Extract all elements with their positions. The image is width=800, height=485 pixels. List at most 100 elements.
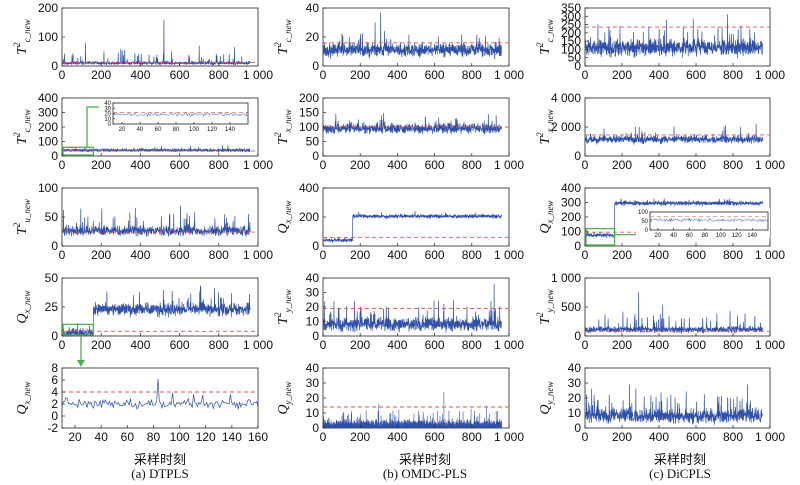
bar-mark <box>451 422 452 428</box>
bar-mark <box>377 410 379 428</box>
bar-mark <box>464 420 465 428</box>
y-tick-label: 0 <box>312 239 319 253</box>
x-tick-label: 400 <box>130 248 150 262</box>
y-tick-label: 100 <box>38 135 58 149</box>
x-tick-label: 400 <box>387 68 407 82</box>
y-label-subscript: c_new <box>545 19 555 42</box>
y-tick-label: 50 <box>568 51 582 65</box>
bar-mark <box>384 420 386 428</box>
y-label-subscript: u_new <box>22 199 32 223</box>
data-group <box>323 283 502 333</box>
bar-mark <box>447 420 449 428</box>
y-tick-label: 20 <box>306 391 320 405</box>
bar-mark <box>333 422 334 428</box>
x-tick-label: 120 <box>196 430 216 444</box>
bar-mark <box>402 425 403 428</box>
bar-mark <box>476 421 477 428</box>
bar-mark <box>486 421 488 428</box>
y-tick-label: 0 <box>574 329 581 343</box>
bar-mark <box>377 423 378 428</box>
bar-mark <box>421 420 423 428</box>
y-tick-label: 8 <box>51 361 58 375</box>
bar-mark <box>422 412 424 428</box>
bar-mark <box>394 415 395 428</box>
bar-mark <box>326 423 328 428</box>
y-axis-label: T2c_new <box>12 109 32 144</box>
y-tick-label: 10 <box>104 117 111 123</box>
bar-mark <box>353 423 354 428</box>
y-tick-label: 200 <box>38 1 58 15</box>
bar-mark <box>382 423 384 428</box>
y-tick-label: 10 <box>306 315 320 329</box>
bar-mark <box>446 424 448 428</box>
bar-mark <box>487 418 489 428</box>
bar-mark <box>332 424 333 428</box>
x-tick-label: 200 <box>91 338 111 352</box>
x-tick-label: 800 <box>723 248 743 262</box>
bar-mark <box>342 412 344 428</box>
x-tick-label: 1 000 <box>243 338 273 352</box>
y-tick-label: 0 <box>645 228 649 234</box>
x-tick-label: 40 <box>95 430 109 444</box>
series-line <box>585 123 763 145</box>
bar-mark <box>450 423 451 428</box>
y-label-superscript: 2 <box>273 132 283 137</box>
y-axis-label: T2u_new <box>12 199 32 235</box>
bar-mark <box>414 421 415 428</box>
bar-mark <box>446 422 447 428</box>
bar-mark <box>447 421 449 428</box>
bar-mark <box>494 423 496 428</box>
bar-mark <box>365 410 367 428</box>
bar-mark <box>390 421 392 428</box>
y-tick-label: 200 <box>561 210 581 224</box>
bar-mark <box>356 424 357 428</box>
y-tick-label: -2 <box>47 421 58 435</box>
bar-mark <box>375 421 376 428</box>
x-tick-label: 100 <box>189 127 200 133</box>
plot-frame <box>322 7 510 67</box>
bar-mark <box>402 422 403 428</box>
y-label-symbol: T <box>538 316 553 325</box>
x-tick-label: 200 <box>91 158 111 172</box>
data-group <box>585 198 763 238</box>
x-tick-label: 600 <box>425 430 445 444</box>
bar-mark <box>442 419 444 428</box>
bar-mark <box>357 421 359 428</box>
x-tick-label: 0 <box>320 430 327 444</box>
bar-mark <box>478 421 479 428</box>
y-axis-label: T2x_new <box>535 109 555 144</box>
y-tick-label: 100 <box>561 42 581 56</box>
data-group <box>585 14 763 59</box>
y-label-symbol: T <box>276 316 291 325</box>
y-tick-label: 200 <box>299 210 319 224</box>
bar-mark <box>485 421 486 428</box>
y-label-superscript: 2 <box>273 42 283 47</box>
x-tick-label: 400 <box>130 338 150 352</box>
bar-mark <box>354 421 356 428</box>
y-axis-label: Qx_new <box>15 290 32 323</box>
y-axis-label: Qx_new <box>276 200 293 233</box>
x-tick-label: 0 <box>582 430 589 444</box>
bar-mark <box>470 408 472 428</box>
bar-mark <box>469 421 471 428</box>
bar-mark <box>396 423 398 428</box>
y-label-superscript: 2 <box>273 312 283 317</box>
bar-mark <box>326 423 327 428</box>
bar-mark <box>324 419 325 428</box>
y-tick-label: 0 <box>312 59 319 73</box>
bar-mark <box>477 421 479 428</box>
bar-mark <box>395 416 397 428</box>
y-tick-label: 300 <box>561 196 581 210</box>
data-group <box>585 123 763 145</box>
y-tick-label: 20 <box>306 30 320 44</box>
x-tick-label: 200 <box>350 338 370 352</box>
x-tick-label: 800 <box>723 430 743 444</box>
x-tick-label: 400 <box>387 430 407 444</box>
bar-mark <box>366 423 367 428</box>
x-tick-label: 600 <box>425 158 445 172</box>
y-tick-label: 100 <box>561 225 581 239</box>
bar-mark <box>436 422 437 428</box>
